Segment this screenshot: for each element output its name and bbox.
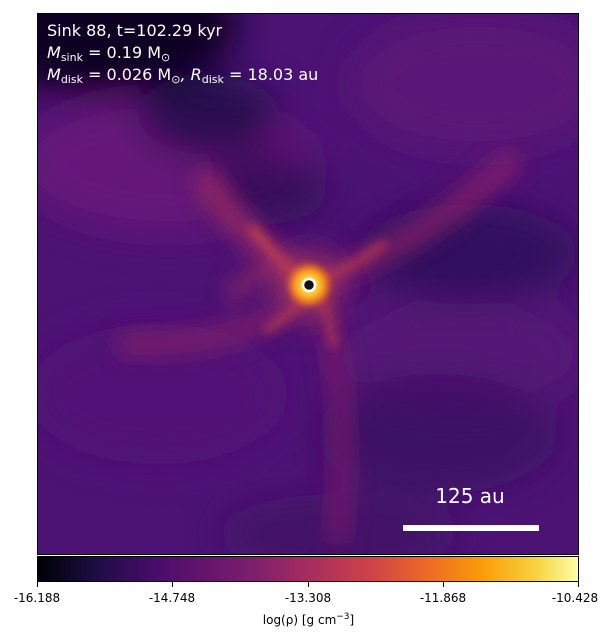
colorbar xyxy=(37,556,579,582)
density-map-panel xyxy=(37,13,579,555)
disk-info-text: Mdisk = 0.026 M⊙, Rdisk = 18.03 au xyxy=(47,65,319,86)
colorbar-tick-label: -11.868 xyxy=(419,591,467,605)
density-map xyxy=(38,14,578,554)
scale-bar xyxy=(403,525,539,531)
colorbar-tick xyxy=(308,582,309,587)
colorbar-tick xyxy=(443,582,444,587)
colorbar-label: log(ρ) [g cm−3] xyxy=(262,612,355,627)
colorbar-tick-label: -13.308 xyxy=(284,591,332,605)
title-text: Sink 88, t=102.29 kyr xyxy=(47,21,223,40)
sink-marker xyxy=(301,277,317,293)
colorbar-tick xyxy=(578,582,579,587)
colorbar-tick-label: -16.188 xyxy=(13,591,61,605)
scale-bar-label: 125 au xyxy=(435,484,505,508)
sink-mass-text: Msink = 0.19 M⊙ xyxy=(47,43,171,64)
colorbar-tick-label: -10.428 xyxy=(551,591,599,605)
colorbar-tick-label: -14.748 xyxy=(148,591,196,605)
colorbar-tick xyxy=(172,582,173,587)
colorbar-tick xyxy=(37,582,38,587)
